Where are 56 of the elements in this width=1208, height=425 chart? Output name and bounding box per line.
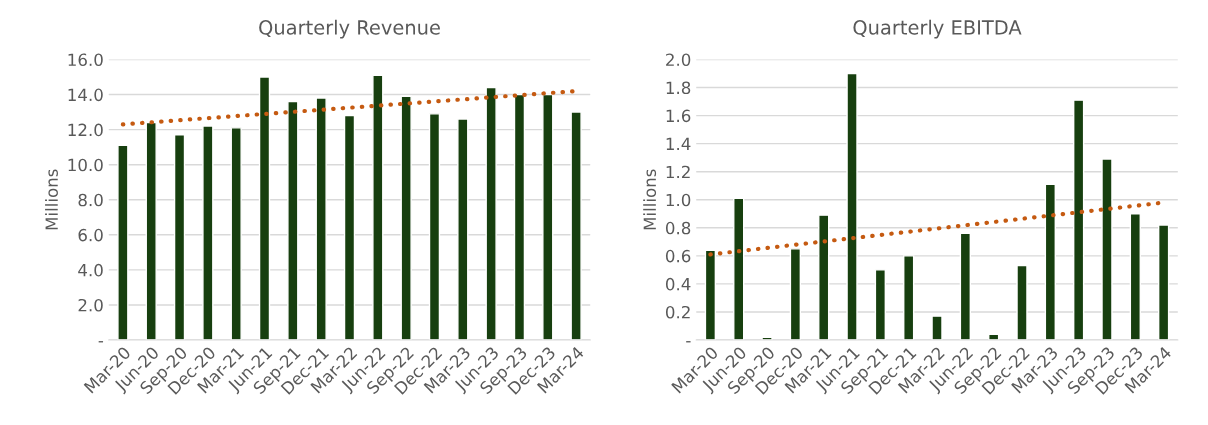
y-tick-label: 0.4 <box>665 277 691 291</box>
chart-title: Quarterly EBITDA <box>853 19 1022 39</box>
bar <box>846 72 858 340</box>
y-tick-label: 1.6 <box>666 109 691 123</box>
bar <box>1157 224 1170 340</box>
y-tick-label: 2.0 <box>666 53 691 67</box>
bar <box>258 76 271 340</box>
bar <box>1101 158 1113 340</box>
y-tick-label: 12.0 <box>68 123 103 137</box>
bar <box>1073 99 1085 340</box>
y-tick-label: 0.6 <box>665 249 691 263</box>
bar <box>457 118 469 340</box>
bar <box>145 121 157 340</box>
y-axis-title: Millions <box>45 169 58 230</box>
bar <box>428 113 441 340</box>
y-axis-title: Millions <box>643 169 657 230</box>
bar <box>959 232 971 340</box>
bar <box>733 197 745 340</box>
bar <box>343 114 356 340</box>
bar <box>315 97 327 340</box>
bar <box>202 125 214 340</box>
y-tick-label: 4.0 <box>78 263 103 277</box>
bar <box>542 93 554 340</box>
bar <box>1044 183 1056 340</box>
bar <box>400 95 412 340</box>
bar <box>287 100 299 340</box>
bar <box>117 144 129 340</box>
y-tick-label: 0.8 <box>665 221 691 235</box>
bar <box>570 111 582 340</box>
y-tick-label: 10.0 <box>68 158 103 172</box>
y-tick-label: - <box>686 341 691 343</box>
y-tick-label: 6.0 <box>78 228 103 242</box>
y-tick-label: 0.2 <box>665 305 690 319</box>
bar <box>1016 264 1028 340</box>
bar <box>173 134 186 340</box>
y-tick-label: - <box>98 341 104 343</box>
bar <box>513 93 526 340</box>
bar <box>704 249 717 340</box>
y-tick-label: 1.4 <box>666 137 691 150</box>
y-tick-label: 8.0 <box>78 193 103 207</box>
bar <box>485 86 497 340</box>
bar <box>1129 213 1141 340</box>
bar <box>931 315 943 340</box>
bar <box>230 127 242 340</box>
y-tick-label: 1.0 <box>666 193 691 207</box>
y-tick-label: 1.8 <box>666 81 691 95</box>
y-tick-label: 16.0 <box>68 53 103 67</box>
bar <box>372 74 384 340</box>
y-tick-label: 14.0 <box>68 88 103 102</box>
chart-title: Quarterly Revenue <box>259 19 440 39</box>
bar <box>903 255 915 340</box>
y-tick-label: 2.0 <box>78 298 103 312</box>
bar <box>818 214 830 340</box>
y-tick-label: 1.2 <box>666 165 690 179</box>
bar <box>874 269 887 340</box>
bar <box>789 248 802 340</box>
